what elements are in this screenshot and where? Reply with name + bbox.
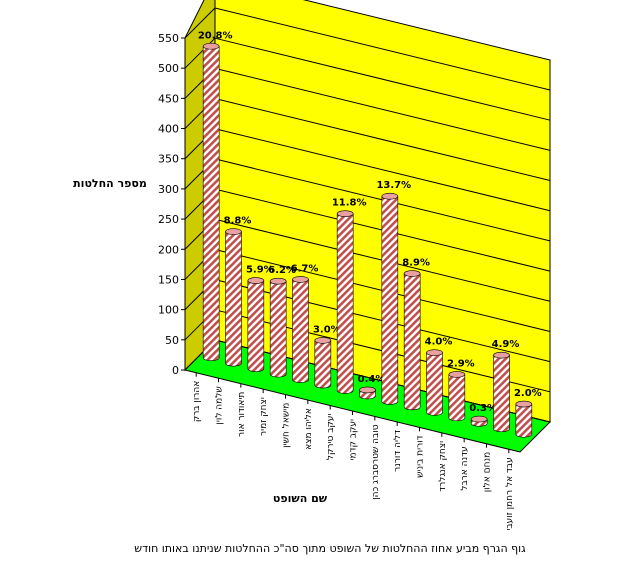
bar-top <box>314 337 332 344</box>
x-tick-label: דליה דורנר <box>393 430 403 472</box>
bar-body <box>314 340 332 389</box>
bar-top <box>336 210 354 217</box>
y-tick-label: 550 <box>158 32 179 45</box>
bar <box>470 415 488 427</box>
grid-line <box>214 7 551 91</box>
value-label: 11.8% <box>332 198 367 209</box>
bar <box>381 192 399 405</box>
bar-top <box>470 415 488 423</box>
x-tick-label: אהרון ברק <box>192 381 202 422</box>
bar-body <box>202 45 220 362</box>
grid-line <box>214 67 551 151</box>
x-tick-label: יצחק זמיר <box>259 397 269 436</box>
bar <box>515 400 533 438</box>
x-tick-label: טובה שטרסברג כהן <box>371 424 381 499</box>
value-label: 4.0% <box>425 337 453 348</box>
bar-top <box>359 386 376 394</box>
y-tick-label: 350 <box>158 153 179 166</box>
y-tick-label: 250 <box>158 213 179 226</box>
y-tick-label: 200 <box>158 243 179 256</box>
value-label: 4.9% <box>492 339 520 350</box>
x-tick-label: אליהו מצא <box>304 408 314 450</box>
bar-body <box>493 354 510 433</box>
bar-top <box>448 371 466 378</box>
bar <box>247 277 265 372</box>
caption: גוף הגרף מביע אחוז ההחלטות של השופט מתוך… <box>134 542 526 555</box>
bar-top <box>269 277 287 285</box>
bar-top <box>403 270 421 277</box>
value-label: 0.3% <box>469 403 497 414</box>
grid-line <box>214 98 551 182</box>
bar-top <box>515 400 533 408</box>
bar <box>269 277 287 378</box>
x-tick-label: יעקב טירקל <box>326 414 336 461</box>
bar-body <box>336 213 354 394</box>
y-tick-label: 450 <box>158 92 179 105</box>
bar-top <box>426 349 443 356</box>
x-tick-label: דורית ביניש <box>416 435 426 478</box>
y-tick-label: 500 <box>158 62 179 75</box>
y-tick-label: 400 <box>158 123 179 136</box>
value-label: 6.7% <box>291 263 319 274</box>
bar-body <box>269 280 287 378</box>
bar <box>448 371 466 422</box>
grid-line <box>214 37 551 121</box>
x-tick-label: תיאודור אור <box>237 392 247 437</box>
x-axis-label: שם השופט <box>273 492 328 505</box>
bar-body <box>426 352 443 416</box>
x-tick-label: עדנה ארבל <box>460 446 470 490</box>
bar <box>336 210 354 394</box>
bar <box>202 42 220 362</box>
bar-top <box>292 276 309 283</box>
bar <box>403 270 421 411</box>
value-label: 3.0% <box>313 324 341 335</box>
bar-body <box>247 280 265 372</box>
y-tick-label: 50 <box>165 334 179 347</box>
bar-top <box>225 228 242 235</box>
x-tick-label: יצחק אנגלרד <box>438 441 448 492</box>
bar-body <box>448 374 466 422</box>
y-axis-label: מספר החלטות <box>73 177 147 190</box>
bar-body <box>225 231 242 367</box>
bar-top <box>493 351 510 359</box>
bar <box>493 351 510 433</box>
value-label: 20.8% <box>198 30 233 41</box>
y-tick-label: 300 <box>158 183 179 196</box>
bar <box>225 228 242 367</box>
grid-line <box>184 7 216 39</box>
value-label: 2.0% <box>514 388 542 399</box>
bar <box>359 386 376 400</box>
bar-top <box>247 277 265 284</box>
y-tick-label: 150 <box>158 273 179 286</box>
value-label: 13.7% <box>376 180 411 191</box>
value-label: 8.9% <box>402 258 430 269</box>
bar <box>426 349 443 416</box>
bar-body <box>403 273 421 411</box>
value-label: 5.9% <box>246 265 274 276</box>
bar-body <box>515 403 533 438</box>
value-label: 8.8% <box>224 216 252 227</box>
x-tick-label: מישאל חשין <box>282 403 292 448</box>
value-label: 0.4% <box>358 374 386 385</box>
bar-body <box>292 279 309 383</box>
bar <box>314 337 332 389</box>
x-tick-label: יעקב קדמי <box>349 419 359 461</box>
bar-body <box>381 195 399 405</box>
y-tick-label: 100 <box>158 304 179 317</box>
y-tick-label: 0 <box>172 364 179 377</box>
grid-line <box>214 128 551 212</box>
value-label: 2.9% <box>447 358 475 369</box>
x-tick-label: מנחם אלון <box>483 452 493 492</box>
bar-top <box>202 42 220 50</box>
x-tick-label: עבד אל רחמן זועבי <box>505 457 515 530</box>
bar-top <box>381 192 399 200</box>
bar <box>292 276 309 383</box>
value-label: 6.2% <box>268 265 296 276</box>
x-tick-label: שלמה לוין <box>215 386 225 424</box>
